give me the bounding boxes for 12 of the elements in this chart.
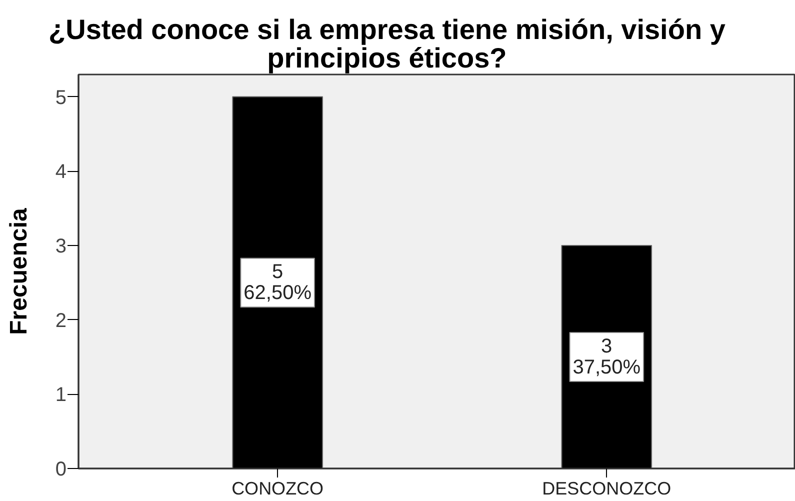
y-tick-label: 3 <box>55 235 66 258</box>
chart-title: ¿Usted conoce si la empresa tiene misión, visión y principios éticos? <box>48 14 726 74</box>
y-tick-label: 4 <box>55 161 66 184</box>
data-label: 5 62,50% <box>244 261 312 304</box>
y-tick-label: 1 <box>55 384 66 406</box>
y-tick-label: 2 <box>55 310 66 332</box>
x-tick-label: CONOZCO <box>232 478 324 498</box>
y-tick-label: 0 <box>55 458 66 480</box>
data-label: 3 37,50% <box>572 336 641 378</box>
y-axis-title: Frecuencia <box>5 207 32 335</box>
x-tick-label: DESCONOZCO <box>542 478 672 498</box>
y-tick-label: 5 <box>55 86 66 109</box>
